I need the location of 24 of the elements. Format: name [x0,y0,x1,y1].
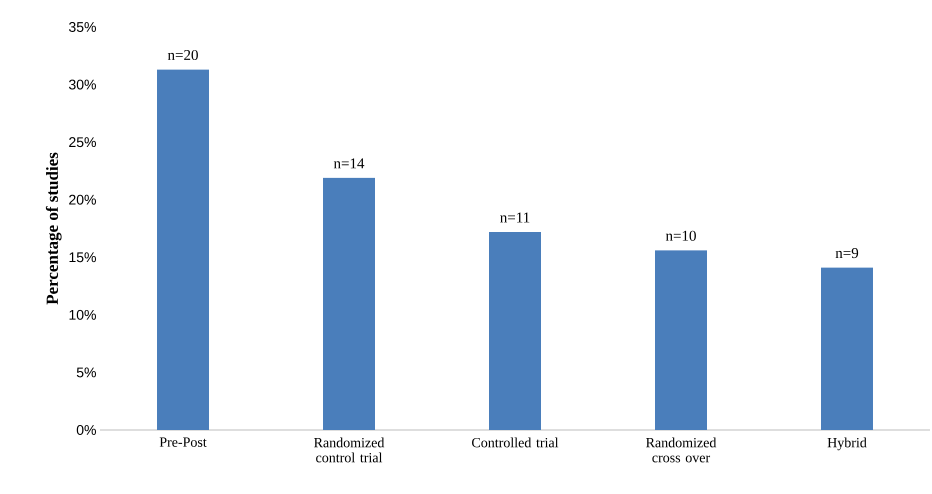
x-tick-label: Hybrid [828,438,867,450]
annotation: n=14 [334,158,364,168]
y-axis-title: Percentage of studies [46,152,62,305]
bar [489,232,541,430]
x-tick-label: Controlled trial [472,438,558,448]
y-tick-label: 30% [68,80,96,90]
x-tick-label: Pre-Post [160,438,207,447]
annotation: n=11 [500,212,530,222]
y-tick-label: 25% [69,137,96,148]
bar [323,178,376,430]
bar [820,268,873,430]
y-tick-label: 15% [70,252,96,262]
x-tick-label: Randomized cross over [646,438,716,462]
y-tick-label: 10% [70,310,96,320]
x-tick-label: Randomized control trial [314,438,384,462]
annotation: n=10 [666,230,696,241]
bar [157,70,210,430]
y-tick-label: 20% [69,194,96,205]
y-tick-label: 0% [76,425,96,435]
y-tick-label: 35% [68,22,96,32]
bar [654,250,707,430]
annotation: n=9 [836,248,858,258]
y-tick-label: 5% [76,367,96,378]
annotation: n=20 [168,50,198,60]
